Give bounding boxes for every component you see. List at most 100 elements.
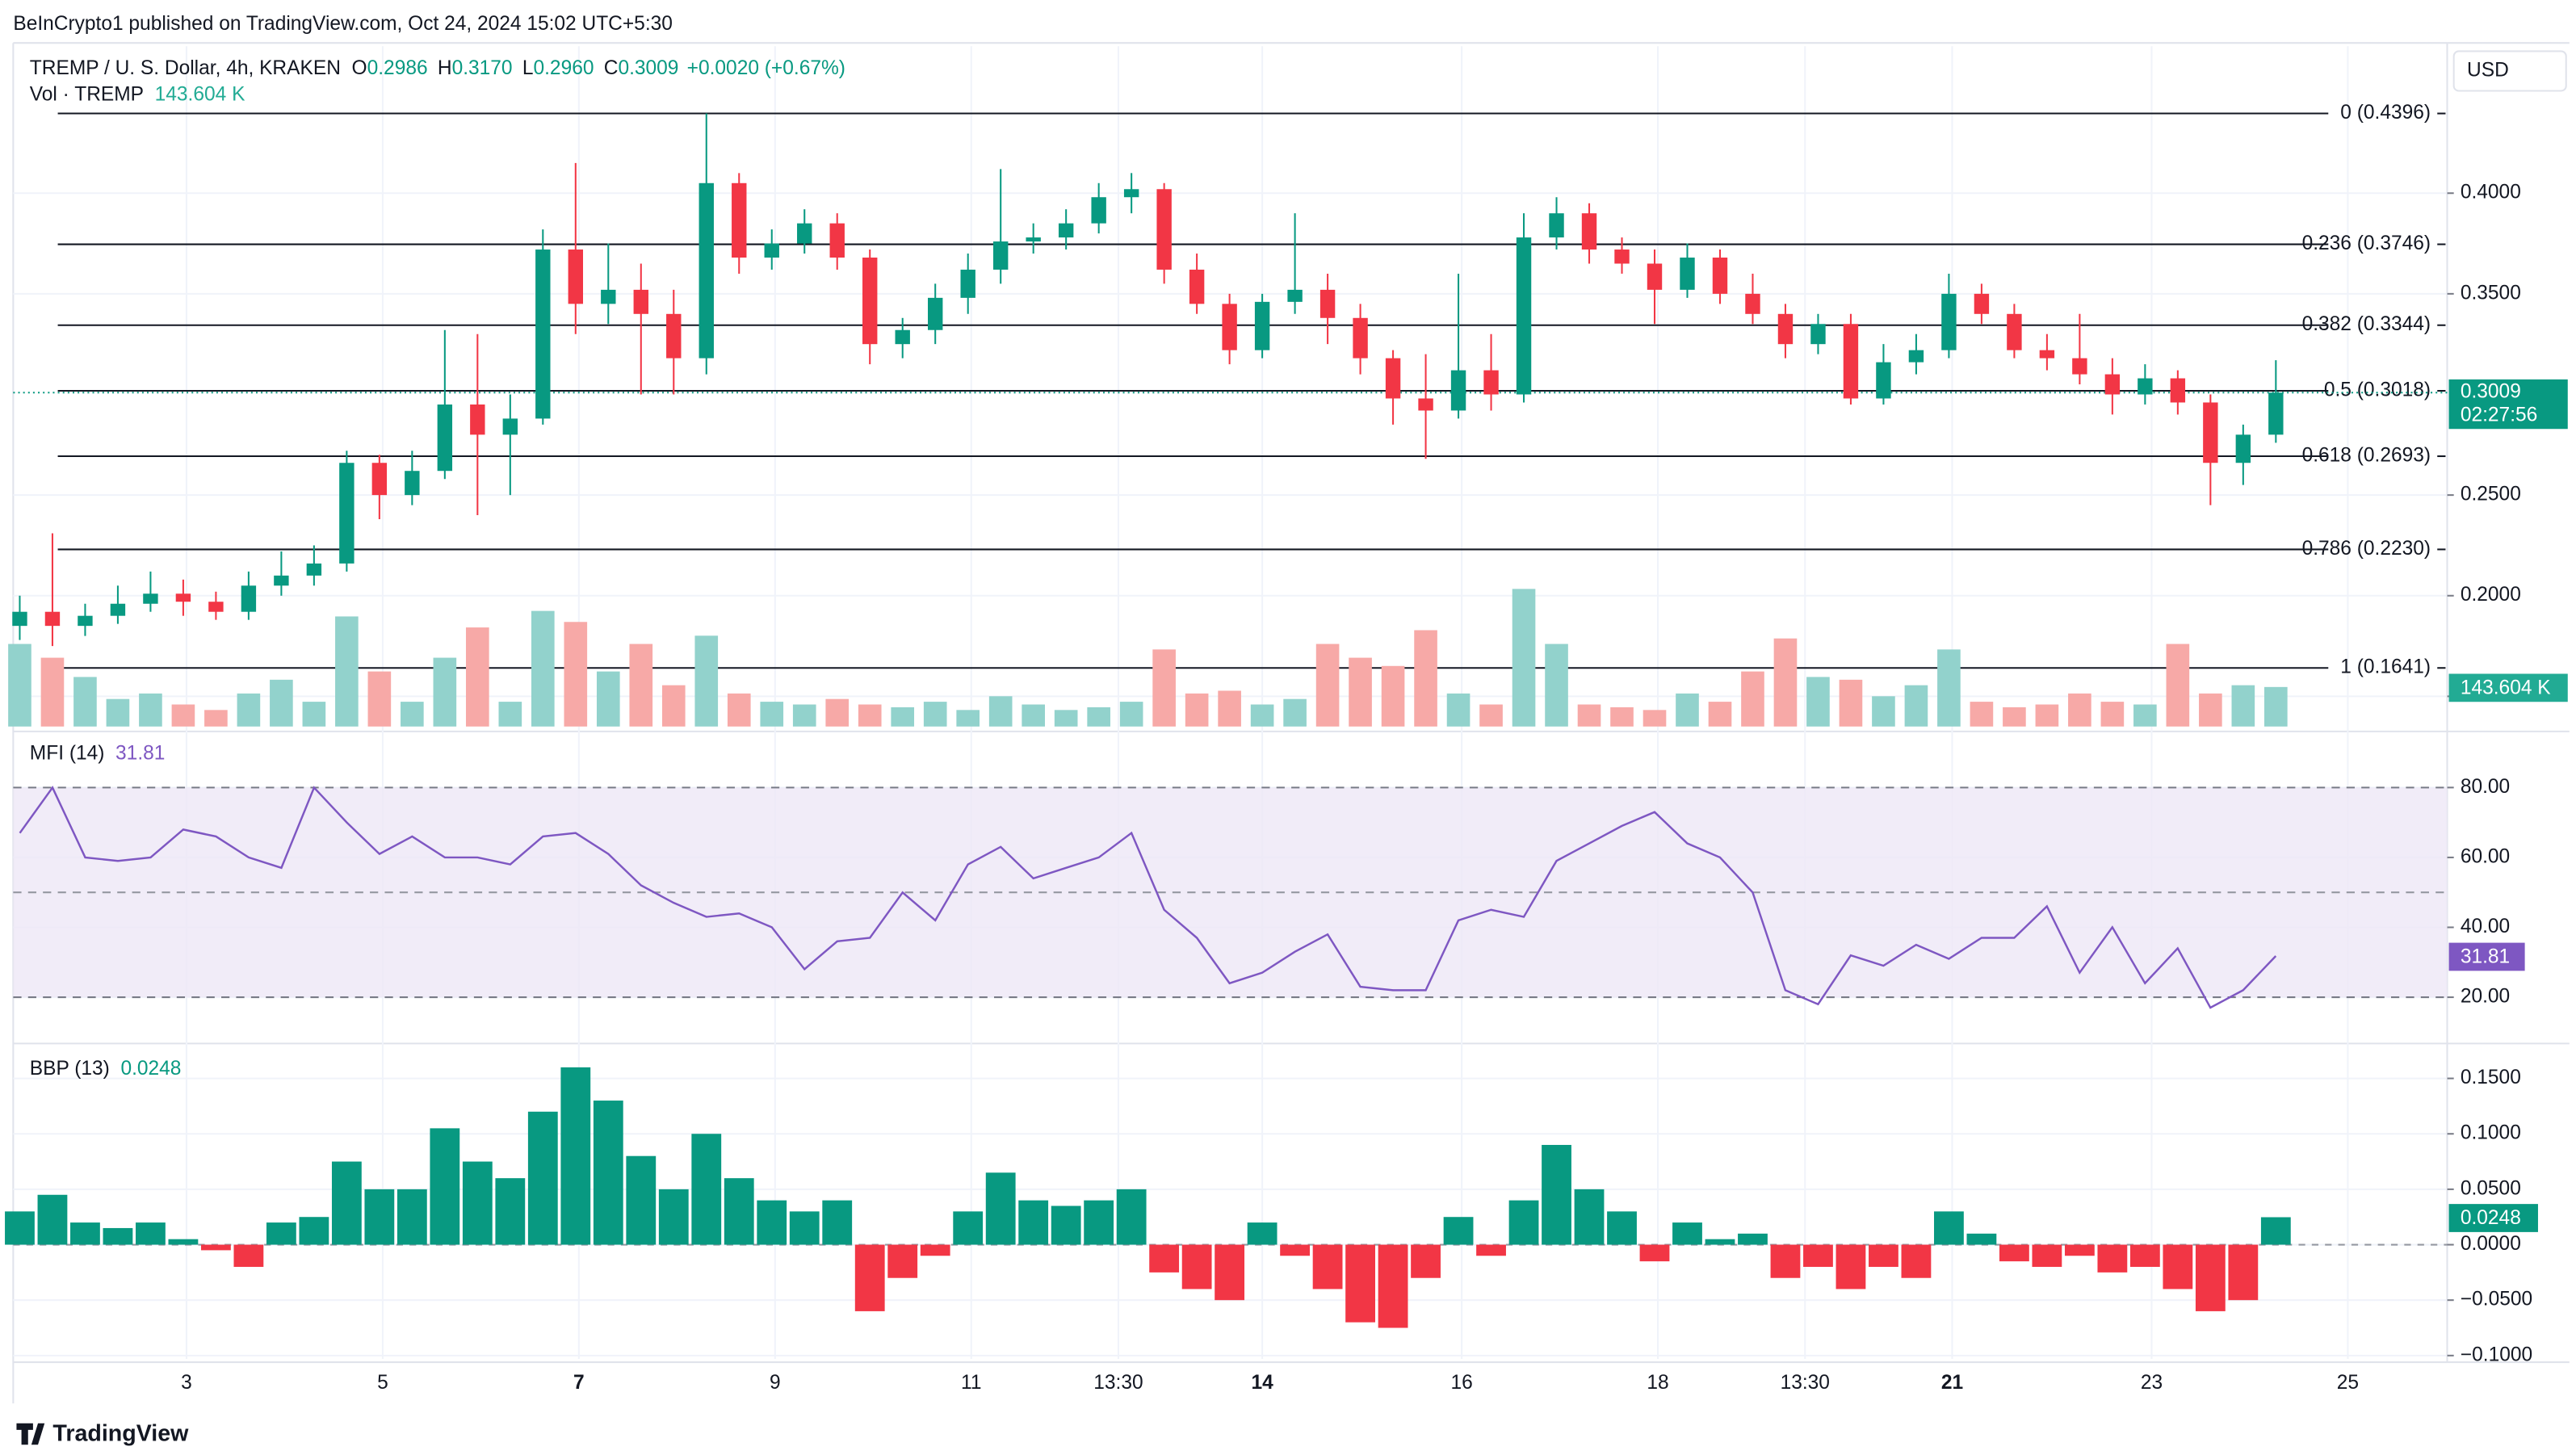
y-tick-label: 0.3500 [2461,282,2521,304]
candle-body [110,603,126,616]
candle-body [992,241,1009,270]
chart-title: TREMP / U. S. Dollar, 4h, KRAKEN O0.2986… [30,57,845,79]
volume-bar [1414,630,1437,727]
bbp-bar [1312,1244,1343,1289]
x-tick-label: 13:30 [1781,1372,1830,1394]
bbp-bar [1934,1211,1964,1245]
candle-body [2170,378,2186,403]
mfi-line [19,786,2277,1009]
bbp-bar [5,1211,35,1245]
currency-box[interactable] [2452,50,2567,92]
candle-body [1941,293,1957,350]
x-tick-label: 5 [377,1372,388,1394]
y-tick-label: −0.0500 [2461,1289,2532,1310]
volume-bar [335,616,359,727]
publisher-line: BeInCrypto1 published on TradingView.com… [13,13,673,35]
fib-label: 0.618 (0.2693) [2302,445,2431,467]
candle-body [1516,237,1532,395]
bbp-bar [396,1189,427,1245]
bbp-bar [724,1178,754,1245]
candle-body [274,575,289,586]
volume-bar [302,702,326,727]
fib-label: 0.5 (0.3018) [2324,379,2431,400]
candle-body [1745,293,1760,314]
bbp-bar [1836,1244,1866,1289]
candle-body [339,463,355,564]
candle-body [1418,398,1433,411]
bbp-bar [854,1244,885,1311]
volume-bar [2264,686,2288,727]
legend-value: 0.2986 [367,57,428,79]
bbp-bar [1018,1200,1049,1245]
volume-bar [1250,704,1274,727]
bbp-bar [1084,1200,1114,1245]
volume-bar [1545,644,1568,727]
volume-bar [564,622,588,727]
bbp-title: BBP (13) 0.0248 [30,1059,182,1080]
bbp-bar [1345,1244,1375,1323]
bbp-bar [2129,1244,2160,1268]
volume-last-label: 143.604 K [2461,677,2551,698]
bbp-bar [757,1200,787,1245]
volume-bar [204,710,228,727]
fib-label: 0.236 (0.3746) [2302,233,2431,254]
volume-bar [2068,693,2091,727]
candle-body [1680,258,1695,290]
volume-bar [2003,707,2026,727]
bbp-bar [70,1222,100,1245]
candle-body [2039,350,2055,359]
volume-value: 143.604 K [155,84,245,106]
bbp-bar [2163,1244,2193,1289]
bbp-bar [2260,1217,2291,1245]
candle-body [927,297,943,330]
bbp-bar [233,1244,264,1268]
y-tick-label: 0.2000 [2461,584,2521,606]
x-tick-label: 14 [1251,1372,1273,1394]
candle-body [797,223,812,244]
bbp-bar [1508,1200,1539,1245]
candle-body [699,182,714,359]
volume-bar [1741,671,1764,727]
bbp-bar [103,1227,133,1245]
volume-bar [433,657,457,727]
candle-body [241,585,257,612]
bbp-bar [136,1222,166,1245]
volume-bar [727,693,751,727]
logo-icon [16,1423,45,1445]
volume-bar [1479,704,1503,727]
volume-bar [1152,649,1176,727]
volume-bar [629,644,653,727]
volume-bar [466,627,489,727]
y-tick-label: 0.0500 [2461,1177,2521,1199]
legend-key: H [438,57,452,79]
bbp-bar [1443,1217,1474,1245]
volume-bar [760,702,784,727]
candle-body [1876,362,1891,399]
volume-bar [2166,644,2190,727]
y-tick-label: 20.00 [2461,986,2510,1008]
volume-bar [8,644,31,727]
legend-change: +0.0020 (+0.67%) [687,57,845,79]
y-tick-label: 0.1500 [2461,1067,2521,1088]
bbp-last-label: 0.0248 [2461,1207,2521,1229]
currency[interactable]: USD [2467,59,2509,81]
x-tick-label: 21 [1941,1372,1963,1394]
mfi-last-label: 31.81 [2461,946,2510,967]
candle-body [437,404,453,472]
candle-body [601,289,616,304]
candle-body [405,471,420,496]
candle-body [1287,289,1303,302]
bbp-bar [1738,1233,1768,1245]
candle-body [1908,350,1924,363]
bbp-bar [1803,1244,1833,1268]
bbp-bar [1215,1244,1245,1301]
title: MFI (14) [30,743,115,765]
volume-bar [956,710,980,727]
bbp-bar [1607,1211,1637,1245]
volume-bar [1643,710,1667,727]
candle-body [862,258,878,345]
volume-bar [531,610,555,727]
volume-bar [139,693,162,727]
